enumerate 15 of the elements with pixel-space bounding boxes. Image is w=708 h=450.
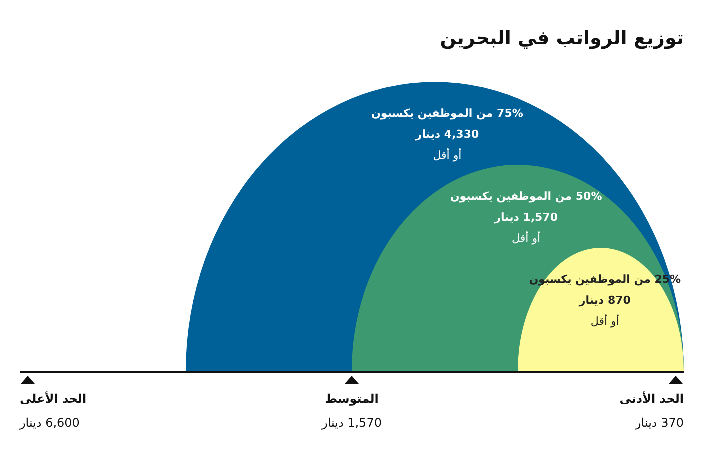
text: المتوسط [325, 392, 379, 406]
category-label: 50% من الموظفين يكسبون [450, 190, 602, 203]
text: 370 دينار [634, 416, 684, 430]
data-label: 870 دينار [578, 294, 632, 307]
text: أو أقل [512, 230, 541, 245]
category-label: 75% من الموظفين يكسبون [372, 106, 524, 120]
text: الحد الأدنى [620, 391, 684, 406]
text: توزيع الرواتب في البحرين [440, 27, 684, 50]
text: أو أقل [433, 148, 462, 162]
text: الحد الأعلى [20, 391, 87, 406]
data-label: 4,330 دينار [414, 128, 480, 141]
data-label: 1,570 دينار [494, 210, 558, 224]
text: 6,600 دينار [19, 416, 80, 430]
text: أو أقل [590, 314, 620, 328]
text: 1,570 دينار [321, 416, 382, 430]
